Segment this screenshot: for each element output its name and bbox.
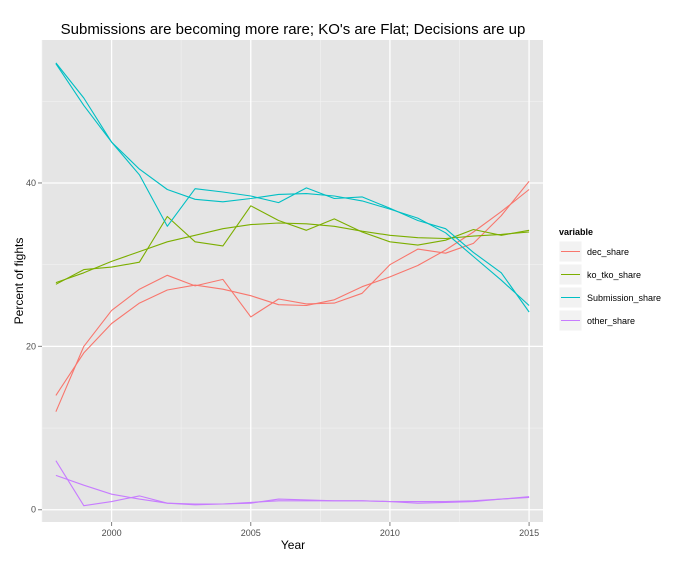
y-axis-title: Percent of fights — [12, 238, 26, 325]
legend-label-dec_share: dec_share — [587, 247, 629, 257]
trend-line-other_share — [55, 474, 530, 506]
y-tick-label: 0 — [31, 505, 36, 515]
grid-major — [42, 40, 543, 522]
chart-title: Submissions are becoming more rare; KO's… — [61, 21, 526, 38]
series-line-Submission_share — [55, 62, 530, 313]
legend: variable dec_share ko_tko_share Submission… — [558, 227, 661, 332]
series-line-other_share — [55, 460, 530, 507]
x-tick-label: 2015 — [519, 528, 539, 538]
x-axis-title: Year — [281, 538, 305, 552]
y-tick-label: 20 — [26, 341, 36, 351]
series-layer — [55, 62, 530, 507]
legend-title: variable — [559, 227, 593, 237]
x-tick-label: 2000 — [102, 528, 122, 538]
x-axis: 2000 2005 2010 2015 — [102, 522, 539, 538]
legend-label-ko_tko_share: ko_tko_share — [587, 270, 641, 280]
x-tick-label: 2010 — [380, 528, 400, 538]
legend-label-other_share: other_share — [587, 316, 635, 326]
plot-panel — [42, 40, 543, 522]
trend-line-ko_tko_share — [55, 222, 530, 284]
legend-label-Submission_share: Submission_share — [587, 293, 661, 303]
trend-line-Submission_share — [55, 63, 530, 306]
y-axis: 0 20 40 — [26, 178, 42, 515]
x-tick-label: 2005 — [241, 528, 261, 538]
legend-items: dec_share ko_tko_share Submission_shareoth… — [558, 240, 661, 332]
series-line-dec_share — [55, 180, 530, 412]
y-tick-label: 40 — [26, 178, 36, 188]
trend-line-dec_share — [55, 189, 530, 396]
